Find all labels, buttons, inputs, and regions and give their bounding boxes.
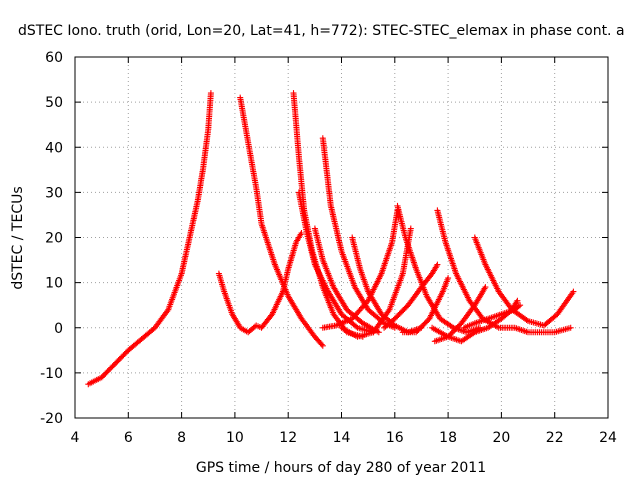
y-tick-label: 10 (45, 276, 63, 292)
series-10 (394, 202, 484, 336)
x-tick-label: 6 (124, 430, 133, 446)
y-tick-labels: -20 -10 0 10 20 30 40 50 60 (40, 50, 63, 427)
series-4 (295, 189, 377, 336)
data-point (319, 342, 326, 349)
data-point (523, 317, 530, 323)
x-axis-label: GPS time / hours of day 280 of year 2011 (196, 460, 486, 476)
y-tick-label: 60 (45, 50, 63, 66)
x-tick-label: 24 (599, 430, 617, 446)
series-6 (319, 135, 398, 331)
plot-frame (74, 56, 609, 419)
x-tick-label: 10 (226, 430, 244, 446)
series-2 (237, 94, 326, 349)
series-1 (215, 230, 305, 336)
data-point (570, 288, 577, 295)
x-tick-labels: 4 6 8 10 12 14 16 18 20 22 24 (71, 430, 617, 446)
y-tick-label: 0 (54, 321, 63, 337)
x-tick-label: 16 (386, 430, 404, 446)
x-tick-label: 20 (492, 430, 510, 446)
x-tick-label: 14 (333, 430, 351, 446)
y-axis-label: dSTEC / TECUs (10, 186, 26, 289)
data-point (375, 329, 382, 336)
series-15 (431, 284, 489, 345)
x-tick-label: 18 (439, 430, 457, 446)
data-point (207, 90, 214, 97)
data-point (434, 261, 441, 268)
data-point (514, 297, 521, 304)
x-tick-label: 8 (177, 430, 186, 446)
series-16 (461, 302, 524, 331)
data-point (445, 275, 452, 282)
data-point (407, 225, 414, 232)
chart-title: dSTEC Iono. truth (orid, Lon=20, Lat=41,… (18, 23, 625, 39)
y-tick-label: -20 (40, 411, 63, 427)
data-point (515, 303, 522, 310)
grid (75, 57, 608, 418)
series-8 (319, 207, 401, 331)
data-point (318, 341, 325, 348)
x-tick-label: 4 (71, 430, 80, 446)
y-tick-label: -10 (40, 366, 63, 382)
series-12 (399, 275, 452, 336)
series-17 (471, 234, 577, 329)
x-tick-label: 22 (546, 430, 564, 446)
data-point (482, 284, 489, 291)
y-tick-label: 30 (45, 185, 63, 201)
x-tick-label: 12 (279, 430, 297, 446)
y-tick-label: 20 (45, 231, 63, 247)
data-point (353, 323, 360, 330)
data-point (517, 302, 524, 309)
y-tick-label: 40 (45, 140, 63, 156)
data-point (298, 230, 305, 236)
data-point (567, 324, 574, 331)
series-0 (85, 90, 214, 388)
series-11 (381, 261, 441, 331)
y-tick-label: 50 (45, 95, 63, 111)
data-series (85, 90, 577, 388)
